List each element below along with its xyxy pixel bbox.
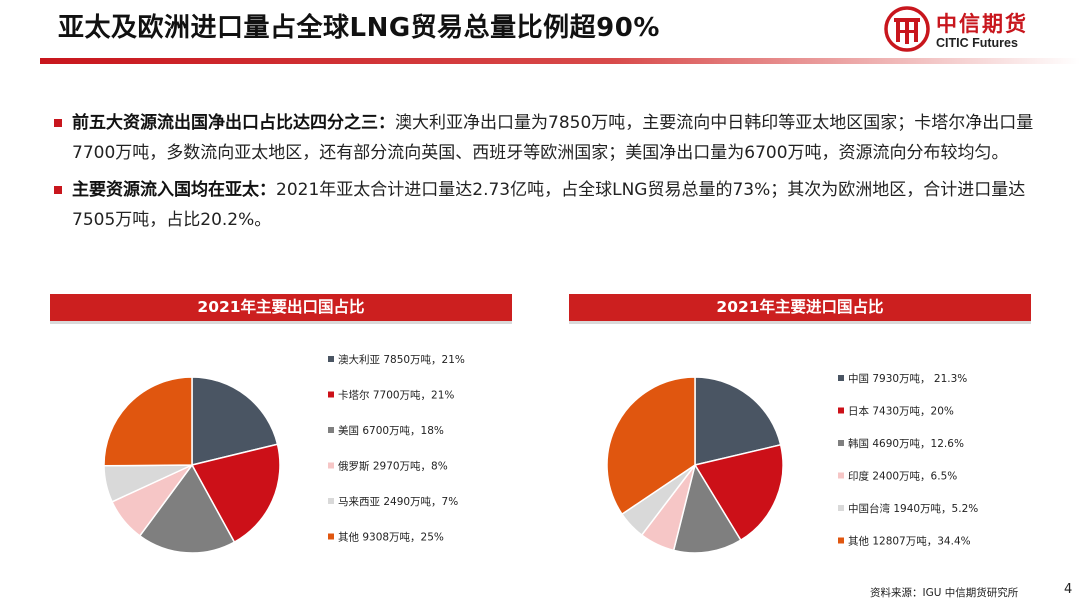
export-pie-chart: 澳大利亚 7850万吨，21% 卡塔尔 7700万吨，21% 美国 6700万吨，1… <box>103 353 465 554</box>
logo-english-name: CITIC Futures <box>936 36 1018 50</box>
page-number: 4 <box>1064 582 1073 597</box>
legend-label: 日本 7430万吨，20% <box>848 405 954 418</box>
legend-label: 卡塔尔 7700万吨，21% <box>338 389 454 402</box>
import-chart-title: 2021年主要进口国占比 <box>569 294 1031 321</box>
export-chart-title: 2021年主要出口国占比 <box>50 294 512 321</box>
pie-slice-6 <box>103 376 193 467</box>
legend-swatch <box>328 356 334 362</box>
pie-slice-2 <box>693 443 784 542</box>
legend-label: 其他 12807万吨，34.4% <box>848 535 971 548</box>
import-pie-chart: 中国 7930万吨， 21.3% 日本 7430万吨，20% 韩国 4690万吨，1… <box>606 372 978 554</box>
legend-label: 美国 6700万吨，18% <box>338 424 444 437</box>
legend-label: 澳大利亚 7850万吨，21% <box>338 353 465 366</box>
legend-swatch <box>328 533 334 540</box>
legend-label: 印度 2400万吨，6.5% <box>848 470 957 483</box>
citic-logo-icon <box>884 6 930 52</box>
legend-swatch <box>838 537 844 544</box>
title-underline <box>40 58 1080 64</box>
pie-slice-6 <box>606 376 696 516</box>
legend-label: 马来西亚 2490万吨，7% <box>338 495 458 508</box>
legend-swatch <box>328 462 334 469</box>
legend-swatch <box>328 498 334 504</box>
citic-futures-logo: 中信期货 CITIC Futures <box>884 6 1064 56</box>
pie-slice-2 <box>190 443 281 544</box>
legend-swatch <box>328 427 334 433</box>
pie-slice-1 <box>694 376 782 466</box>
pie-slice-3 <box>672 463 742 554</box>
bullet-heading: 前五大资源流出国净出口占比达四分之三： <box>72 113 395 133</box>
legend-label: 中国台湾 1940万吨，5.2% <box>848 502 978 515</box>
bullet-importers: 主要资源流入国均在亚太：2021年亚太合计进口量达2.73亿吨，占全球LNG贸易… <box>52 175 1052 235</box>
legend-swatch <box>838 472 844 479</box>
legend-swatch <box>838 407 844 414</box>
legend-swatch <box>838 440 844 446</box>
logo-chinese-name: 中信期货 <box>936 12 1028 36</box>
legend-label: 其他 9308万吨，25% <box>338 531 444 544</box>
panel-shadow <box>569 321 1031 324</box>
legend-label: 俄罗斯 2970万吨，8% <box>338 460 448 473</box>
bullet-exporters: 前五大资源流出国净出口占比达四分之三：澳大利亚净出口量为7850万吨，主要流向中… <box>52 108 1052 168</box>
page-title: 亚太及欧洲进口量占全球LNG贸易总量比例超90% <box>58 13 660 43</box>
bullet-square-icon <box>54 119 62 127</box>
pie-slice-3 <box>138 463 236 554</box>
summary-bullets: 前五大资源流出国净出口占比达四分之三：澳大利亚净出口量为7850万吨，主要流向中… <box>52 108 1052 242</box>
legend-swatch <box>328 391 334 398</box>
bullet-heading: 主要资源流入国均在亚太： <box>72 180 276 200</box>
bullet-body: 2021年亚太合计进口量达2.73亿吨，占全球LNG贸易总量的73%；其次为欧洲… <box>72 180 1026 230</box>
bullet-body: 澳大利亚净出口量为7850万吨，主要流向中日韩印等亚太地区国家；卡塔尔净出口量7… <box>72 113 1034 163</box>
pie-slice-1 <box>191 376 279 466</box>
source-note: 资料来源：IGU 中信期货研究所 <box>870 587 1019 599</box>
legend-swatch <box>838 505 844 511</box>
bullet-square-icon <box>54 186 62 194</box>
legend-swatch <box>838 375 844 381</box>
legend-label: 韩国 4690万吨，12.6% <box>848 437 964 450</box>
panel-shadow <box>50 321 512 324</box>
legend-label: 中国 7930万吨， 21.3% <box>848 372 967 385</box>
